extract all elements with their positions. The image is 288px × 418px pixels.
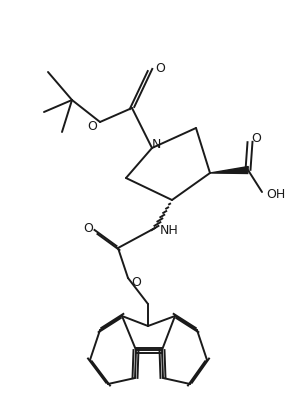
- Text: OH: OH: [266, 188, 286, 201]
- Text: O: O: [83, 222, 93, 234]
- Text: NH: NH: [160, 224, 178, 237]
- Text: O: O: [251, 133, 261, 145]
- Text: O: O: [131, 276, 141, 290]
- Text: O: O: [87, 120, 97, 133]
- Text: O: O: [155, 61, 165, 74]
- Polygon shape: [210, 166, 248, 173]
- Text: N: N: [151, 138, 161, 150]
